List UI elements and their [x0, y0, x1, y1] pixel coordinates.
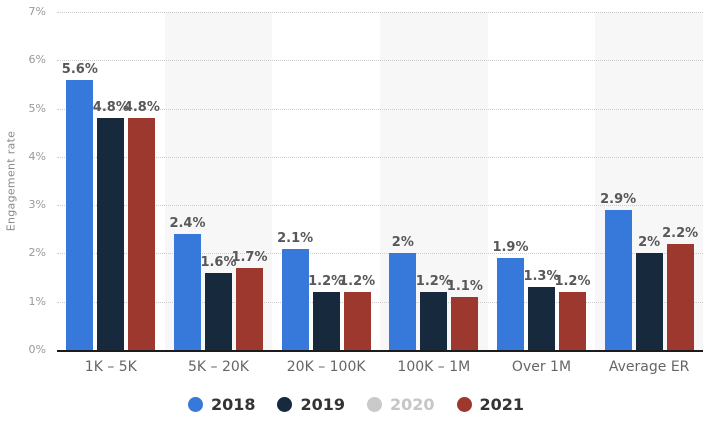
bar-group: 2% 1.2% 1.1% [380, 235, 488, 350]
legend-marker-icon [367, 396, 382, 412]
legend-label: 2019 [300, 394, 345, 414]
legend-label: 2020 [390, 394, 435, 414]
x-category-label: 20K – 100K [286, 359, 366, 375]
x-axis-labels: 1K – 5K 5K – 20K 20K – 100K 100K – 1M Over 1… [57, 359, 703, 379]
bar-value-label: 1.3% [523, 269, 560, 285]
bar-group: 5.6% 4.8% 4.8% [57, 62, 165, 350]
bar-value-label: 4.8% [123, 100, 160, 116]
legend-item-2021[interactable]: 2021 [456, 394, 525, 414]
bar-2018[interactable]: 2.4% [169, 216, 206, 350]
bar-2021[interactable]: 1.1% [447, 279, 483, 350]
y-tick-label: 2% [28, 246, 46, 260]
bar-value-label: 1.2% [415, 274, 452, 290]
y-tick-label: 1% [28, 294, 46, 308]
legend-label: 2021 [479, 394, 525, 414]
legend-item-2018[interactable]: 2018 [187, 394, 256, 414]
gridline [57, 253, 703, 255]
x-category-label: 1K – 5K [84, 359, 137, 375]
bar-value-label: 2% [638, 235, 661, 251]
bar-value-label: 2.2% [662, 225, 699, 241]
bar-2021[interactable]: 1.2% [554, 274, 591, 350]
bar-value-label: 2.4% [169, 216, 206, 232]
x-category-label: Over 1M [511, 359, 572, 375]
bar-2018[interactable]: 5.6% [62, 62, 98, 350]
legend-label: 2018 [210, 394, 256, 414]
bar-2021[interactable]: 1.7% [231, 250, 268, 350]
bar-value-label: 1.6% [200, 254, 237, 270]
bar-value-label: 2.9% [600, 191, 637, 207]
bar-2021[interactable]: 4.8% [124, 100, 160, 350]
gridline [57, 205, 703, 207]
bar-2018[interactable]: 1.9% [492, 240, 529, 350]
legend-item-2020[interactable]: 2020 [367, 395, 435, 414]
gridline [57, 108, 703, 110]
bar-group: 1.9% 1.3% 1.2% [488, 240, 596, 350]
legend-marker-icon [277, 396, 293, 412]
bar-value-label: 1.7% [231, 249, 268, 265]
bar-group: 2.4% 1.6% 1.7% [165, 216, 273, 350]
y-tick-label: 3% [28, 198, 46, 212]
gridline [57, 60, 703, 62]
x-category-label: Average ER [608, 359, 690, 375]
bar-2021[interactable]: 2.2% [662, 226, 698, 350]
gridline [57, 156, 703, 158]
legend: 2018 2019 2020 2021 [0, 392, 712, 416]
bar-2019[interactable]: 1.2% [308, 274, 344, 350]
legend-marker-icon [456, 396, 472, 412]
bar-2019[interactable]: 1.3% [523, 269, 560, 350]
bar-value-label: 1.2% [554, 274, 591, 290]
bar-value-label: 1.9% [492, 240, 529, 256]
bar-2019[interactable]: 4.8% [93, 100, 129, 350]
bar-2019[interactable]: 1.6% [200, 255, 237, 350]
bar-2018[interactable]: 2% [389, 235, 417, 350]
bar-2019[interactable]: 1.2% [416, 274, 452, 350]
gridline [57, 301, 703, 303]
bar-2021[interactable]: 1.2% [339, 274, 375, 350]
bar-value-label: 4.8% [92, 100, 129, 116]
y-axis-title: Engagement rate [4, 130, 18, 232]
bar-value-label: 1.2% [308, 274, 345, 290]
bar-value-label: 2.1% [277, 230, 314, 246]
plot-area: 5.6% 4.8% 4.8% 2.4% 1.6% 1.7% 2.1% 1.2% 1.2% 2% 1.… [57, 12, 703, 350]
x-category-label: 5K – 20K [187, 359, 249, 375]
y-tick-label: 5% [28, 101, 46, 115]
y-tick-label: 7% [28, 5, 46, 18]
legend-marker-icon [187, 396, 203, 412]
bar-group: 2.1% 1.2% 1.2% [272, 231, 380, 350]
gridline [57, 12, 703, 13]
bar-2018[interactable]: 2.9% [600, 192, 636, 350]
bar-group: 2.9% 2% 2.2% [595, 192, 703, 350]
bar-2018[interactable]: 2.1% [277, 231, 313, 350]
bar-value-label: 2% [391, 235, 414, 251]
y-tick-label: 4% [28, 149, 46, 163]
bar-value-label: 1.1% [446, 278, 483, 294]
x-category-label: 100K – 1M [397, 359, 471, 375]
bar-2019[interactable]: 2% [635, 235, 663, 350]
bar-value-label: 1.2% [339, 274, 376, 290]
y-tick-label: 6% [28, 53, 46, 67]
bar-value-label: 5.6% [61, 61, 98, 77]
y-tick-label: 0% [28, 343, 46, 356]
legend-item-2019[interactable]: 2019 [277, 395, 345, 414]
x-axis-line [57, 350, 703, 352]
